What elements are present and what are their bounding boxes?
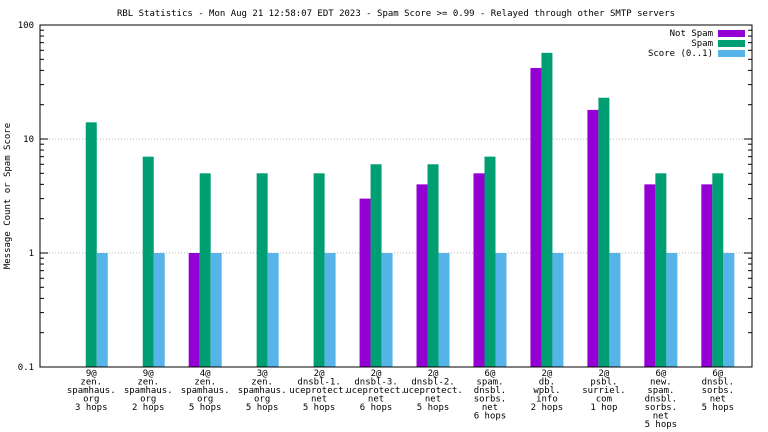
bar (370, 164, 382, 367)
bar (644, 184, 656, 367)
bar (210, 253, 222, 367)
chart-title: RBL Statistics - Mon Aug 21 12:58:07 EDT… (117, 9, 675, 19)
bar (552, 253, 564, 367)
bar (655, 173, 667, 367)
y-tick-label: 1 (29, 249, 34, 259)
bar (142, 156, 154, 367)
y-axis-label: Message Count or Spam Score (3, 123, 13, 269)
x-tick-label: 2@ dnsbl-3. uceprotect. net 6 hops (346, 369, 406, 413)
x-tick-label: 2@ psbl. surriel. com 1 hop (582, 369, 625, 413)
bar (484, 156, 496, 367)
legend-swatch (718, 40, 745, 47)
bar (188, 253, 200, 367)
x-tick-label: 4@ zen. spamhaus. org 5 hops (181, 369, 230, 413)
x-tick-label: 9@ zen. spamhaus. org 2 hops (124, 369, 173, 413)
bar (438, 253, 450, 367)
bar (427, 164, 439, 367)
bar (701, 184, 713, 367)
legend-label: Not Spam (670, 29, 713, 39)
legend-swatch (718, 50, 745, 57)
bar (473, 173, 485, 367)
bar (530, 67, 542, 367)
y-tick-label: 10 (23, 135, 34, 145)
bar (85, 122, 97, 367)
x-tick-label: 3@ zen. spamhaus. org 5 hops (238, 369, 287, 413)
x-tick-label: 9@ zen. spamhaus. org 3 hops (67, 369, 116, 413)
bar (359, 198, 371, 367)
x-tick-label: 6@ dnsbl. sorbs. net 5 hops (702, 369, 735, 413)
bar (712, 173, 724, 367)
x-tick-label: 2@ dnsbl-2. uceprotect. net 5 hops (403, 369, 463, 413)
legend-swatch (718, 30, 745, 37)
legend-label: Spam (691, 39, 713, 49)
bar (199, 173, 211, 367)
y-tick-label: 0.1 (18, 363, 34, 373)
bar (416, 184, 428, 367)
y-axis-ticks: 0.1 1 10 100 (18, 21, 752, 373)
bar (267, 253, 279, 367)
legend-label: Score (0..1) (648, 49, 713, 59)
y-tick-label: 100 (18, 21, 34, 31)
bar (313, 173, 325, 367)
bar (153, 253, 165, 367)
bar (495, 253, 507, 367)
bar (381, 253, 393, 367)
bar (541, 52, 553, 368)
bar (723, 253, 735, 367)
bars (85, 52, 735, 368)
x-tick-label: 2@ db. wpbl. info 2 hops (531, 369, 564, 413)
bar (587, 109, 599, 368)
bar (324, 253, 336, 367)
plot-frame (39, 24, 753, 368)
bar (609, 253, 621, 367)
bar (666, 253, 678, 367)
bar (256, 173, 268, 367)
x-tick-label: 6@ new. spam. dnsbl. sorbs. net 5 hops (645, 369, 678, 430)
x-tick-label: 6@ spam. dnsbl. sorbs. net 6 hops (474, 369, 507, 422)
bar (96, 253, 108, 367)
x-tick-label: 2@ dnsbl-1. uceprotect. net 5 hops (289, 369, 349, 413)
bar (598, 97, 610, 367)
